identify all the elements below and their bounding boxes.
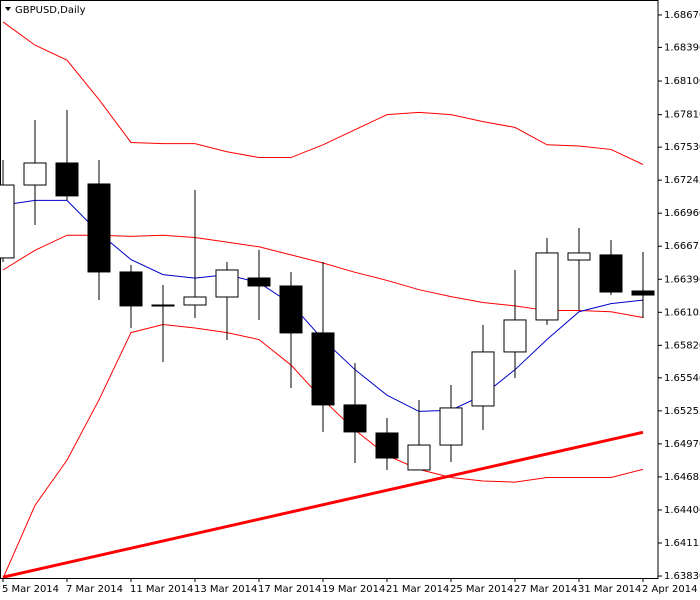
y-tick-label: 1.67810 xyxy=(664,110,700,121)
x-tick-label: 13 Mar 2014 xyxy=(194,584,257,595)
y-tick-label: 1.63830 xyxy=(664,571,700,582)
y-tick-label: 1.67245 xyxy=(664,175,700,186)
x-tick-label: 2 Apr 2014 xyxy=(642,584,697,595)
y-tick-label: 1.65255 xyxy=(664,406,700,417)
y-tick-label: 1.64685 xyxy=(664,472,700,483)
candle-body xyxy=(599,254,623,293)
y-tick-label: 1.64400 xyxy=(664,505,700,516)
y-tick-label: 1.67530 xyxy=(664,142,700,153)
y-tick-label: 1.66390 xyxy=(664,274,700,285)
candle-body xyxy=(87,183,111,273)
candle-body xyxy=(311,332,335,406)
y-tick-label: 1.66105 xyxy=(664,307,700,318)
candle-body xyxy=(503,319,527,353)
candle-body xyxy=(119,271,143,307)
y-tick-label: 1.68390 xyxy=(664,42,700,53)
y-tick-label: 1.64970 xyxy=(664,439,700,450)
trend-line xyxy=(2,430,644,578)
y-tick-label: 1.68670 xyxy=(664,10,700,21)
candle-body xyxy=(151,304,175,307)
candle-body xyxy=(567,252,591,261)
candle-body xyxy=(247,277,271,287)
x-tick-label: 11 Mar 2014 xyxy=(130,584,193,595)
candle-body xyxy=(375,432,399,459)
y-tick-label: 1.68100 xyxy=(664,76,700,87)
axes: 1.68670 1.68390 1.68100 1.67810 1.67530 1.672… xyxy=(2,10,700,595)
candle-body xyxy=(343,404,367,433)
y-tick-label: 1.65540 xyxy=(664,373,700,384)
candle-body xyxy=(215,269,239,298)
x-tick-label: 19 Mar 2014 xyxy=(322,584,385,595)
candle-body xyxy=(471,351,495,407)
indicator-line xyxy=(2,21,644,165)
x-tick-label: 17 Mar 2014 xyxy=(258,584,321,595)
x-tick-label: 5 Mar 2014 xyxy=(2,584,59,595)
candle-body xyxy=(439,407,463,446)
candle-body xyxy=(407,444,431,471)
candle-body xyxy=(23,162,47,186)
candle-body xyxy=(55,162,79,197)
x-tick-label: 25 Mar 2014 xyxy=(450,584,513,595)
y-tick-label: 1.66960 xyxy=(664,208,700,219)
y-tick-label: 1.66675 xyxy=(664,241,700,252)
candle-body xyxy=(183,296,207,306)
candle-body xyxy=(631,290,655,296)
candle-body xyxy=(535,252,559,321)
candle-body xyxy=(279,285,303,334)
chart-title: GBPUSD,Daily xyxy=(15,5,86,16)
x-tick-label: 31 Mar 2014 xyxy=(578,584,641,595)
menu-triangle[interactable] xyxy=(5,7,11,11)
candle-body xyxy=(0,184,15,259)
y-tick-label: 1.65820 xyxy=(664,340,700,351)
x-tick-label: 7 Mar 2014 xyxy=(66,584,123,595)
plot-area xyxy=(0,21,655,578)
x-tick-label: 27 Mar 2014 xyxy=(514,584,577,595)
x-tick-label: 21 Mar 2014 xyxy=(386,584,449,595)
y-tick-label: 1.64115 xyxy=(664,538,700,549)
